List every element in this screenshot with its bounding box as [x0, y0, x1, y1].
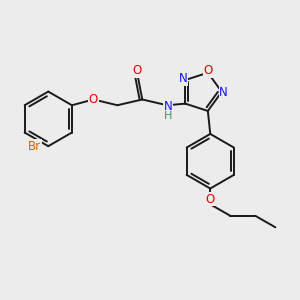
Text: H: H: [164, 111, 172, 121]
Text: O: O: [206, 193, 215, 206]
Text: Br: Br: [28, 140, 41, 153]
Text: N: N: [179, 72, 188, 85]
Text: N: N: [164, 100, 172, 113]
Text: N: N: [219, 86, 228, 99]
Text: O: O: [203, 64, 212, 77]
Text: O: O: [89, 93, 98, 106]
Text: O: O: [133, 64, 142, 77]
